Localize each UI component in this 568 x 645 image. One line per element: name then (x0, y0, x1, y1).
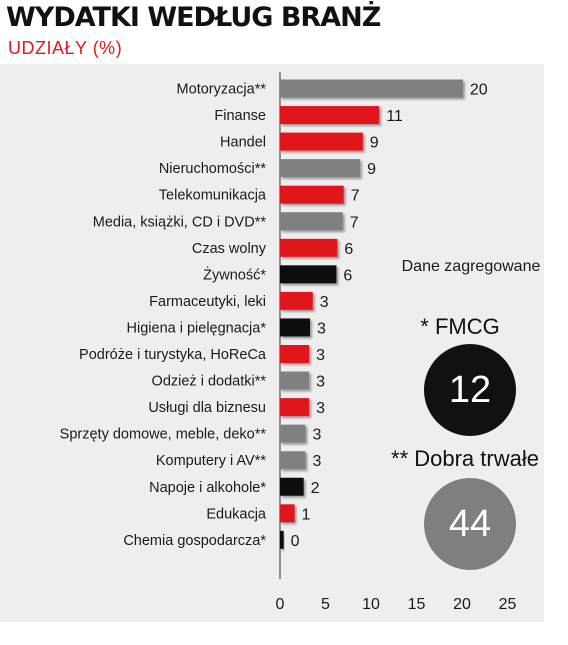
durable-goods-circle: 44 (424, 478, 516, 570)
category-label: Chemia gospodarcza* (123, 533, 266, 549)
category-label: Farmaceutyki, leki (149, 294, 266, 310)
bar (280, 212, 343, 231)
value-label: 3 (316, 400, 325, 417)
bar (280, 371, 310, 390)
value-label: 3 (312, 427, 321, 444)
x-tick-label: 10 (362, 596, 380, 613)
value-label: 3 (316, 347, 325, 364)
value-label: 3 (316, 374, 325, 391)
value-label: 20 (470, 82, 488, 99)
value-label: 9 (367, 161, 376, 178)
category-label: Motoryzacja** (177, 82, 267, 98)
category-label: Podróże i turystyka, HoReCa (79, 347, 267, 363)
bar (280, 504, 295, 523)
bar (280, 79, 463, 98)
value-label: 7 (351, 188, 360, 205)
bar (280, 265, 337, 284)
bar (280, 185, 344, 204)
aggregated-caption: Dane zagregowane (401, 258, 541, 275)
bar (280, 530, 284, 549)
category-label: Komputery i AV** (156, 453, 267, 469)
chart-panel: Motoryzacja** 20 Finanse 11 Handel 9 Nieruchom… (0, 64, 544, 622)
category-label: Sprzęty domowe, meble, deko** (60, 427, 267, 443)
x-tick-label: 15 (408, 596, 426, 613)
bar (280, 132, 363, 151)
value-label: 11 (386, 108, 403, 125)
fmcg-label: * FMCG (420, 314, 500, 339)
value-label: 9 (370, 135, 379, 152)
category-label: Media, książki, CD i DVD** (93, 214, 267, 230)
value-label: 0 (291, 533, 300, 550)
category-label: Nieruchomości** (159, 161, 267, 177)
bar (280, 238, 338, 257)
category-label: Odzież i dodatki** (152, 374, 267, 390)
value-label: 3 (320, 294, 329, 311)
bar (280, 159, 361, 178)
fmcg-value: 12 (448, 368, 492, 411)
category-label: Telekomunikacja (159, 188, 267, 204)
category-label: Finanse (214, 108, 266, 124)
chart-title: WYDATKI WEDŁUG BRANŻ (6, 2, 381, 33)
bar (280, 398, 310, 417)
x-tick-label: 20 (453, 596, 471, 613)
bar (280, 451, 306, 470)
value-label: 2 (311, 480, 320, 497)
value-label: 7 (350, 214, 359, 231)
value-label: 1 (302, 506, 311, 523)
chart-subtitle: UDZIAŁY (%) (8, 38, 123, 58)
x-tick-label: 5 (321, 596, 330, 613)
bar (280, 345, 310, 363)
value-label: 3 (312, 453, 321, 470)
bar (280, 424, 306, 443)
bar (280, 318, 311, 337)
category-label: Usługi dla biznesu (148, 400, 266, 416)
category-label: Edukacja (206, 506, 267, 522)
category-label: Napoje i alkohole* (149, 480, 266, 496)
category-label: Czas wolny (192, 241, 267, 257)
category-label: Żywność* (203, 265, 266, 283)
fmcg-circle: 12 (424, 344, 516, 436)
x-tick-label: 0 (276, 596, 285, 613)
category-label: Higiena i pielęgnacja* (127, 320, 267, 336)
value-label: 3 (317, 320, 326, 337)
durable-goods-label: ** Dobra trwałe (391, 446, 539, 471)
x-tick-label: 25 (499, 596, 517, 613)
bar (280, 477, 304, 496)
bar (280, 291, 313, 310)
durable-goods-value: 44 (448, 502, 492, 545)
category-label: Handel (220, 135, 266, 151)
bar (280, 106, 380, 125)
value-label: 6 (344, 241, 353, 258)
value-label: 6 (343, 267, 352, 284)
